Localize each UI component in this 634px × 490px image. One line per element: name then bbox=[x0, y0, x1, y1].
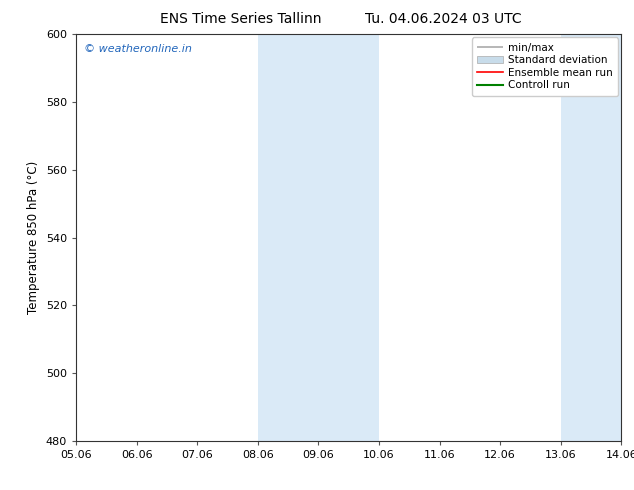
Text: Tu. 04.06.2024 03 UTC: Tu. 04.06.2024 03 UTC bbox=[365, 12, 522, 26]
Text: ENS Time Series Tallinn: ENS Time Series Tallinn bbox=[160, 12, 321, 26]
Text: © weatheronline.in: © weatheronline.in bbox=[84, 45, 192, 54]
Bar bbox=[560, 34, 621, 441]
Y-axis label: Temperature 850 hPa (°C): Temperature 850 hPa (°C) bbox=[27, 161, 40, 314]
Bar bbox=[258, 34, 379, 441]
Legend: min/max, Standard deviation, Ensemble mean run, Controll run: min/max, Standard deviation, Ensemble me… bbox=[472, 37, 618, 96]
